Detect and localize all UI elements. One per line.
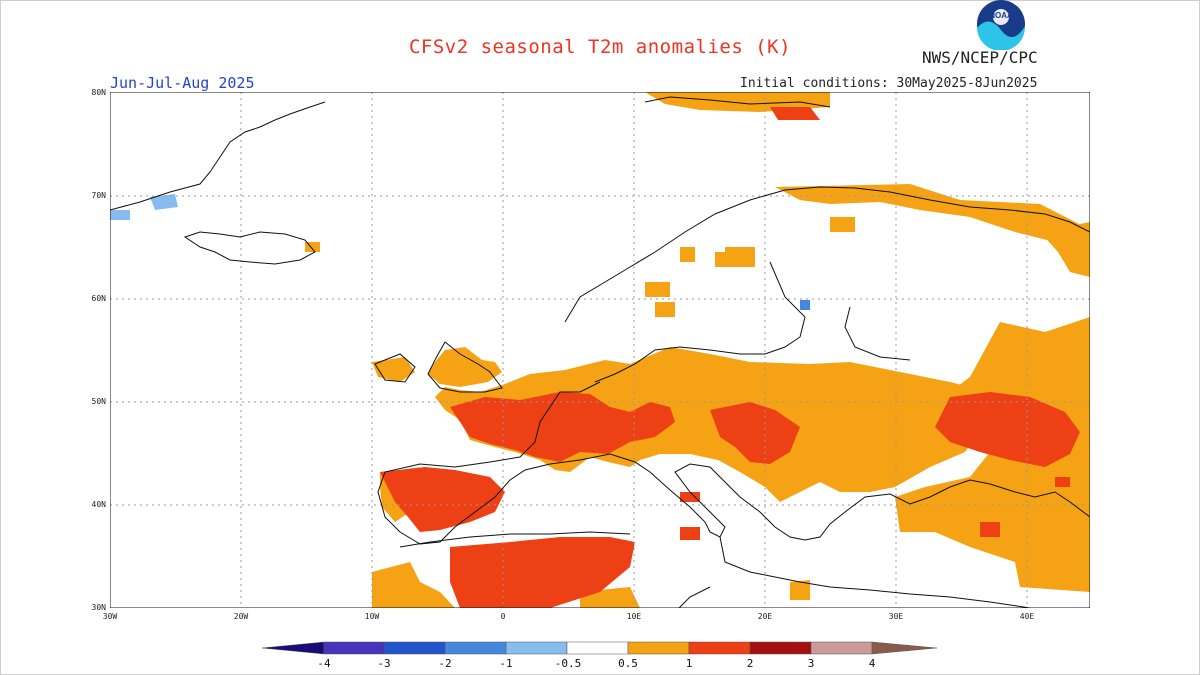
colorbar-label: -0.5	[554, 657, 582, 670]
map-title: CFSv2 seasonal T2m anomalies (K)	[408, 36, 792, 58]
colorbar-segment-7	[688, 641, 751, 655]
colorbar-segment-4	[505, 641, 568, 655]
period-label: Jun-Jul-Aug 2025	[110, 74, 255, 92]
colorbar-segment-5	[566, 641, 629, 655]
lon-label-40e: 40E	[1019, 612, 1035, 621]
colorbar-label: -2	[438, 657, 452, 670]
lon-label-10e: 10E	[626, 612, 642, 621]
coastlines	[110, 96, 1090, 608]
colorbar-label: 0.5	[618, 657, 638, 670]
noaa-logo: NOAA	[977, 0, 1026, 50]
anomaly-fill-negative	[110, 194, 810, 310]
colorbar-segment-below	[262, 641, 325, 655]
lat-label-70n: 70N	[91, 191, 106, 200]
lon-label-30w: 30W	[102, 612, 118, 621]
agency-label: NWS/NCEP/CPC	[922, 48, 1038, 67]
lat-label-60n: 60N	[91, 294, 106, 303]
lon-label-30e: 30E	[888, 612, 904, 621]
noaa-logo-text: NOAA	[989, 11, 1013, 20]
colorbar-segment-above	[871, 641, 938, 655]
colorbar-segment-6	[627, 641, 690, 655]
colorbar-segment-3	[444, 641, 507, 655]
grid-lines	[110, 92, 1090, 608]
lon-label-20e: 20E	[757, 612, 773, 621]
initial-conditions-label: Initial conditions: 30May2025-8Jun2025	[740, 76, 1038, 91]
lat-label-30n: 30N	[91, 603, 106, 612]
lat-label-80n: 80N	[91, 88, 106, 97]
colorbar-segment-8	[749, 641, 812, 655]
lat-label-50n: 50N	[91, 397, 106, 406]
colorbar-label: -3	[377, 657, 391, 670]
colorbar-label: 2	[746, 657, 754, 670]
colorbar-label: 4	[868, 657, 876, 670]
colorbar-label: 1	[685, 657, 693, 670]
lon-label-0: 0	[500, 612, 506, 621]
colorbar-label: 3	[807, 657, 815, 670]
anomaly-map	[110, 92, 1090, 608]
colorbar	[262, 641, 938, 655]
lon-label-20w: 20W	[233, 612, 249, 621]
lon-label-10w: 10W	[364, 612, 380, 621]
anomaly-fill-moderate	[380, 107, 1080, 608]
colorbar-segment-2	[383, 641, 446, 655]
colorbar-label: -1	[499, 657, 513, 670]
colorbar-segment-1	[323, 641, 385, 655]
colorbar-label: -4	[317, 657, 331, 670]
lat-label-40n: 40N	[91, 500, 106, 509]
colorbar-segment-9	[810, 641, 873, 655]
